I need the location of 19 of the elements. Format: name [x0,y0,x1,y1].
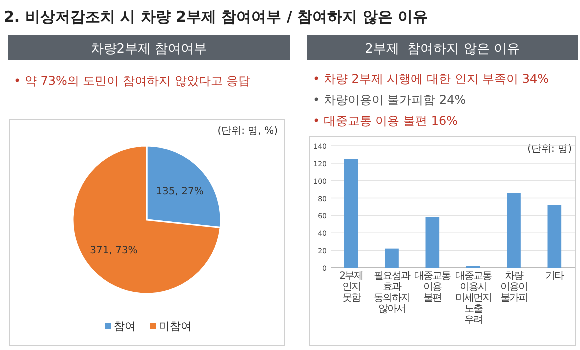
x-tick-label: 대중교통 이용시 미세먼지 노출 우려 [455,271,492,326]
text: • 차량 2부제 시행에 대한 인지 부족이 34% [313,72,550,86]
chart-title: 2부제 참여하지 않은 이유 [365,42,520,57]
legend-label: 참여 [114,320,136,333]
chart-title: 차량2부제 참여여부 [90,42,208,57]
data-label: 135, 27% [156,186,204,198]
x-tick-label: 차량 이용이 불가피 [500,271,528,304]
x-tick-label: 대중교통 이용 불편 [414,271,452,304]
legend-label: 미참여 [159,320,192,333]
x-tick-label: 기타 [546,271,565,282]
text: • 차량이용이 불가피함 24% [313,93,466,107]
text: • 대중교통 이용 불편 16% [313,114,458,128]
x-tick-label: 필요성과 효과 동의하지 않아서 [374,271,411,315]
text: (단위: 명, %) [218,126,278,137]
text: 2. 비상저감조치 시 차량 2부제 참여여부 / 참여하지 않은 이유 [4,8,428,26]
data-label: 371, 73% [90,246,138,257]
x-tick-label: 2부제 인지 못함 [340,271,364,304]
annotation: (단위: 명) [528,144,572,155]
text: • 약 73%의 도민이 참여하지 않았다고 응답 [14,74,251,88]
